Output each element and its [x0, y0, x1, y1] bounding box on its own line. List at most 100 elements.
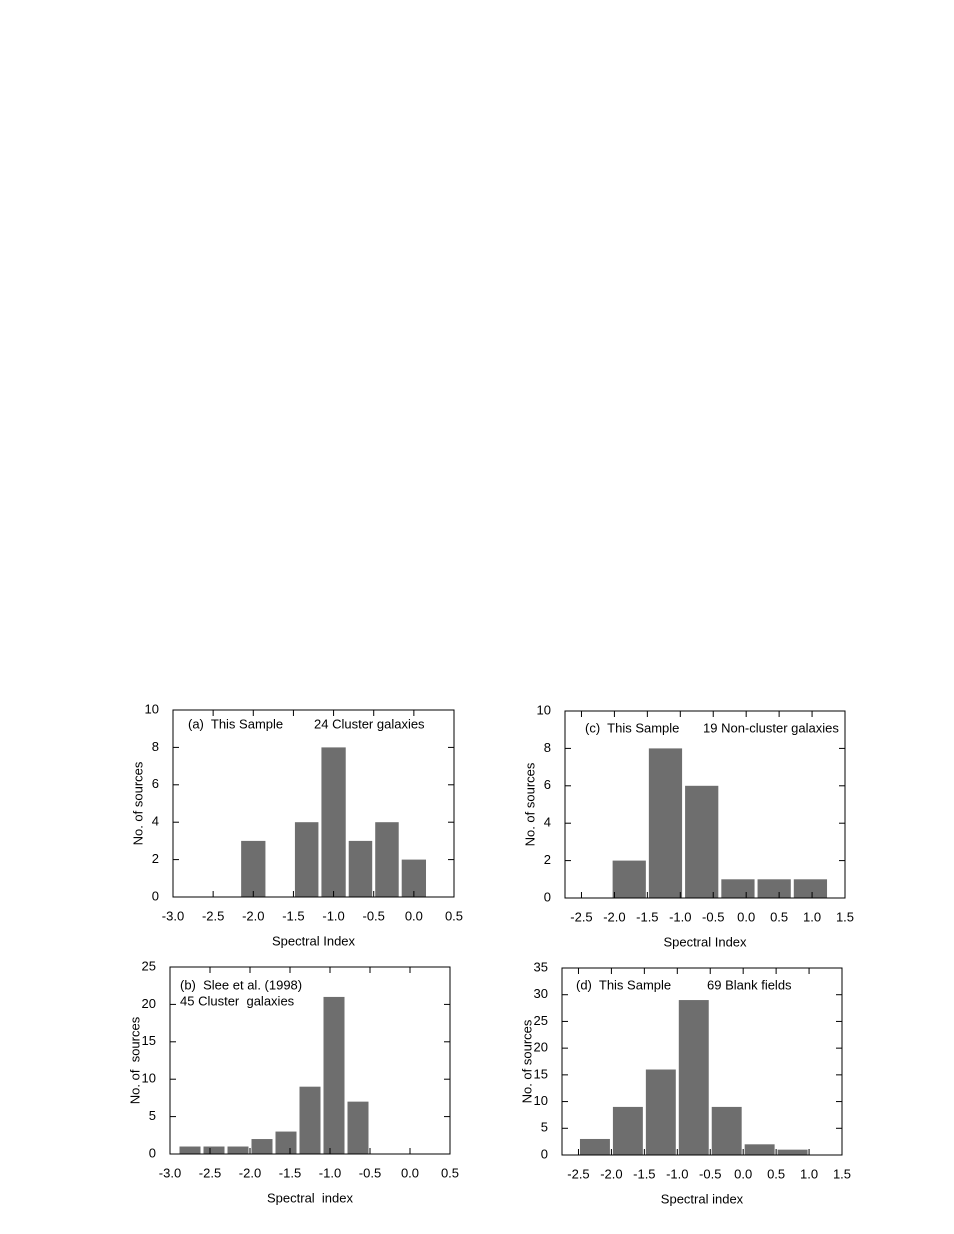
- x-tick-label: 1.5: [836, 909, 854, 924]
- annotation: 24 Cluster galaxies: [314, 716, 425, 731]
- bar: [744, 1144, 775, 1155]
- x-tick-label: 0.5: [441, 1165, 459, 1180]
- bar: [323, 996, 345, 1154]
- x-tick-label: -2.0: [600, 1166, 622, 1181]
- x-tick-label: 0.5: [770, 909, 788, 924]
- bar: [678, 1000, 709, 1155]
- x-tick-label: -1.5: [633, 1166, 655, 1181]
- bar: [294, 822, 319, 897]
- x-axis-label: Spectral index: [661, 1191, 744, 1206]
- y-axis-label: No. of sources: [127, 1016, 142, 1104]
- x-tick-label: -1.0: [319, 1165, 341, 1180]
- y-tick-label: 0: [541, 1146, 548, 1161]
- y-tick-label: 4: [152, 814, 159, 829]
- x-tick-label: 1.0: [800, 1166, 818, 1181]
- y-tick-label: 0: [149, 1145, 156, 1160]
- y-tick-label: 10: [142, 1071, 156, 1086]
- annotation: (d) This Sample: [576, 977, 671, 992]
- y-tick-label: 15: [534, 1066, 548, 1081]
- y-tick-label: 2: [544, 852, 551, 867]
- x-tick-label: -2.0: [603, 909, 625, 924]
- x-tick-label: -2.5: [199, 1165, 221, 1180]
- bar: [711, 1106, 742, 1155]
- x-tick-label: -1.5: [279, 1165, 301, 1180]
- plot-frame: [564, 710, 846, 899]
- y-tick-label: 5: [149, 1108, 156, 1123]
- bar: [299, 1086, 321, 1154]
- x-tick-label: 0.5: [445, 908, 463, 923]
- y-axis-label: No. of sources: [522, 762, 537, 846]
- x-tick-label: 0.5: [767, 1166, 785, 1181]
- plot-frame: [561, 967, 843, 1156]
- bar: [645, 1069, 676, 1155]
- bar: [251, 1139, 273, 1154]
- annotation: 69 Blank fields: [707, 977, 792, 992]
- y-axis-label: No. of sources: [130, 761, 145, 845]
- bar: [777, 1149, 808, 1155]
- x-tick-label: -1.0: [322, 908, 344, 923]
- x-tick-label: -0.5: [702, 909, 724, 924]
- x-tick-label: 0.0: [734, 1166, 752, 1181]
- x-tick-label: -2.5: [567, 1166, 589, 1181]
- x-tick-label: -0.5: [699, 1166, 721, 1181]
- y-tick-label: 4: [544, 815, 551, 830]
- x-tick-label: -0.5: [363, 908, 385, 923]
- y-tick-label: 10: [145, 701, 159, 716]
- bar: [721, 879, 755, 898]
- x-tick-label: -2.5: [570, 909, 592, 924]
- x-tick-label: 0.0: [401, 1165, 419, 1180]
- bar: [685, 785, 719, 898]
- y-tick-label: 15: [142, 1033, 156, 1048]
- y-tick-label: 8: [544, 740, 551, 755]
- x-tick-label: -1.0: [669, 909, 691, 924]
- bar: [321, 747, 346, 897]
- x-axis-label: Spectral index: [267, 1190, 353, 1205]
- bar: [348, 840, 373, 897]
- y-tick-label: 35: [534, 959, 548, 974]
- x-tick-label: 0.0: [737, 909, 755, 924]
- y-tick-label: 20: [142, 996, 156, 1011]
- y-tick-label: 20: [534, 1040, 548, 1055]
- bar: [612, 860, 646, 898]
- bar: [375, 822, 399, 897]
- bar: [275, 1131, 297, 1154]
- y-tick-label: 8: [152, 739, 159, 754]
- x-tick-label: 1.5: [833, 1166, 851, 1181]
- x-tick-label: 1.0: [803, 909, 821, 924]
- annotation: 19 Non-cluster galaxies: [703, 720, 839, 735]
- y-tick-label: 30: [534, 986, 548, 1001]
- annotation: (b) Slee et al. (1998): [180, 977, 302, 992]
- bar: [793, 879, 828, 898]
- x-tick-label: -1.0: [666, 1166, 688, 1181]
- y-axis-label: No. of sources: [519, 1019, 534, 1103]
- bar: [241, 840, 266, 897]
- bar: [612, 1106, 643, 1155]
- bar: [227, 1146, 249, 1154]
- x-tick-label: -2.0: [239, 1165, 261, 1180]
- plot-frame: [172, 709, 455, 898]
- y-tick-label: 2: [152, 851, 159, 866]
- x-tick-label: -2.0: [242, 908, 264, 923]
- bar: [579, 1138, 610, 1155]
- bar: [648, 748, 683, 898]
- x-tick-label: -1.5: [636, 909, 658, 924]
- bar: [757, 879, 791, 898]
- bar: [179, 1146, 201, 1154]
- x-axis-label: Spectral Index: [272, 933, 356, 948]
- bar: [401, 859, 427, 897]
- x-tick-label: 0.0: [405, 908, 423, 923]
- plot-frame: [169, 966, 451, 1155]
- x-tick-label: -1.5: [282, 908, 304, 923]
- annotation: (a) This Sample: [188, 716, 283, 731]
- y-tick-label: 10: [537, 702, 551, 717]
- bar: [347, 1101, 369, 1154]
- bar: [203, 1146, 225, 1154]
- annotation: 45 Cluster galaxies: [180, 993, 295, 1008]
- y-tick-label: 25: [142, 958, 156, 973]
- x-tick-label: -0.5: [359, 1165, 381, 1180]
- y-tick-label: 25: [534, 1013, 548, 1028]
- annotation: (c) This Sample: [585, 720, 679, 735]
- y-tick-label: 5: [541, 1120, 548, 1135]
- y-tick-label: 6: [544, 777, 551, 792]
